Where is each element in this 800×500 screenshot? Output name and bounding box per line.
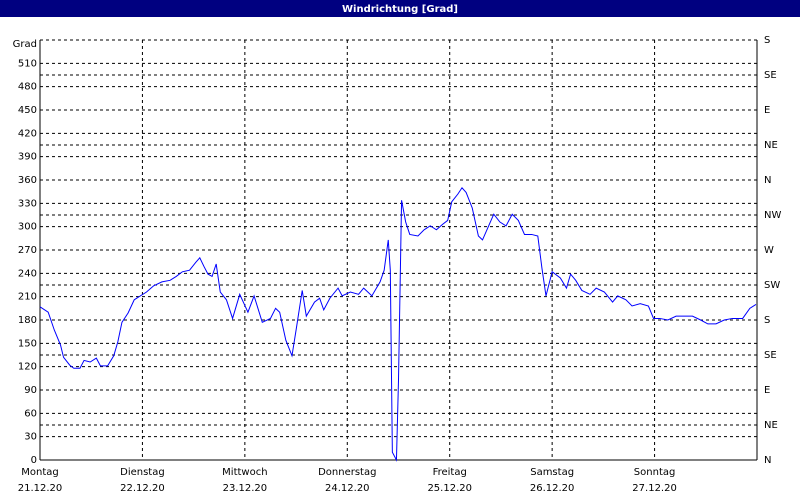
y2-tick-label: S bbox=[764, 315, 770, 326]
x-tick-label: Freitag bbox=[433, 467, 467, 478]
y-tick-label: 510 bbox=[18, 58, 37, 69]
y2-tick-label: E bbox=[764, 385, 770, 396]
y-axis-label: Grad bbox=[13, 39, 37, 50]
data-line bbox=[39, 186, 757, 462]
y2-tick-label: SE bbox=[764, 70, 777, 81]
y2-tick-label: NE bbox=[764, 420, 778, 431]
x-tick-date: 26.12.20 bbox=[530, 483, 575, 494]
y2-tick-label: S bbox=[764, 35, 770, 46]
y-tick-label: 120 bbox=[18, 362, 37, 373]
y2-tick-label: N bbox=[764, 175, 771, 186]
x-tick-date: 24.12.20 bbox=[325, 483, 370, 494]
y-tick-label: 60 bbox=[24, 408, 37, 419]
y2-tick-label: SE bbox=[764, 350, 777, 361]
y-tick-label: 210 bbox=[18, 292, 37, 303]
x-tick-label: Mittwoch bbox=[222, 467, 267, 478]
y2-tick-label: W bbox=[764, 245, 774, 256]
y-tick-label: 150 bbox=[18, 338, 37, 349]
y2-tick-label: NW bbox=[764, 210, 781, 221]
y-tick-label: 0 bbox=[31, 455, 37, 466]
y-tick-label: 180 bbox=[18, 315, 37, 326]
chart-title: Windrichtung [Grad] bbox=[342, 4, 458, 15]
x-tick-label: Dienstag bbox=[120, 467, 165, 478]
y-tick-label: 240 bbox=[18, 268, 37, 279]
x-tick-date: 21.12.20 bbox=[18, 483, 63, 494]
y-tick-label: 90 bbox=[24, 385, 37, 396]
y-tick-label: 450 bbox=[18, 105, 37, 116]
y-tick-label: 360 bbox=[18, 175, 37, 186]
y-tick-label: 330 bbox=[18, 198, 37, 209]
y2-tick-label: N bbox=[764, 455, 771, 466]
y2-tick-label: SW bbox=[764, 280, 780, 291]
y-tick-label: 480 bbox=[18, 82, 37, 93]
title-bar bbox=[0, 0, 800, 17]
x-tick-label: Samstag bbox=[530, 467, 574, 478]
x-tick-label: Montag bbox=[21, 467, 58, 478]
y-tick-label: 270 bbox=[18, 245, 37, 256]
y-tick-label: 300 bbox=[18, 222, 37, 233]
y-tick-label: 390 bbox=[18, 152, 37, 163]
x-tick-date: 23.12.20 bbox=[223, 483, 268, 494]
x-tick-label: Donnerstag bbox=[318, 467, 376, 478]
x-tick-date: 27.12.20 bbox=[632, 483, 677, 494]
x-tick-date: 25.12.20 bbox=[427, 483, 472, 494]
y-tick-label: 30 bbox=[24, 432, 37, 443]
y2-tick-label: NE bbox=[764, 140, 778, 151]
x-tick-label: Sonntag bbox=[634, 467, 676, 478]
x-tick-date: 22.12.20 bbox=[120, 483, 165, 494]
y2-tick-label: E bbox=[764, 105, 770, 116]
y-tick-label: 420 bbox=[18, 128, 37, 139]
